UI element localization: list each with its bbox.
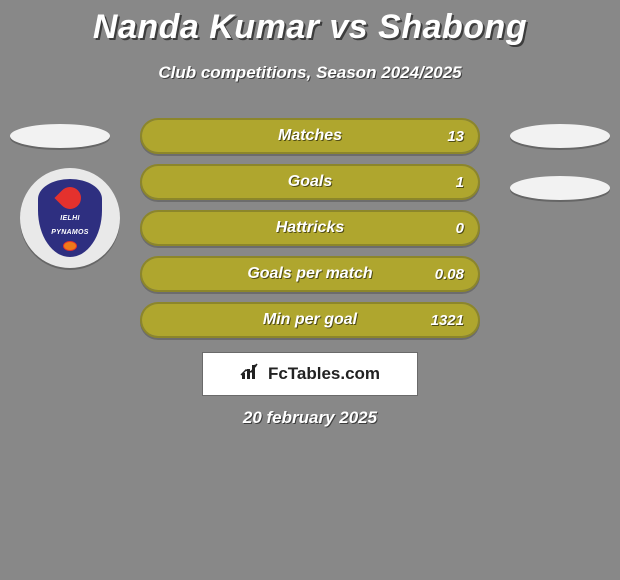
stat-row: Goals per match0.08 xyxy=(140,256,480,292)
stat-row: Min per goal1321 xyxy=(140,302,480,338)
brand-text: FcTables.com xyxy=(268,364,380,384)
player-slot-left-1 xyxy=(10,124,110,148)
club-name-line2: PYNAMOS xyxy=(51,229,89,237)
stat-rows: Matches13 Goals1 Hattricks0 Goals per match… xyxy=(140,118,480,348)
player-slot-right-2 xyxy=(510,176,610,200)
stat-row: Hattricks0 xyxy=(140,210,480,246)
brand-box: FcTables.com xyxy=(202,352,418,396)
date-text: 20 february 2025 xyxy=(0,408,620,428)
stat-fill xyxy=(142,166,478,198)
infographic-card: Nanda Kumar vs Shabong Club competitions… xyxy=(0,0,620,580)
stat-fill xyxy=(142,212,478,244)
player-slot-right-1 xyxy=(510,124,610,148)
stat-fill xyxy=(142,304,478,336)
stat-row: Goals1 xyxy=(140,164,480,200)
badge-dot-icon xyxy=(63,241,77,251)
stat-fill xyxy=(142,120,478,152)
bar-chart-icon xyxy=(240,363,262,386)
club-badge: IELHI PYNAMOS xyxy=(20,168,120,268)
flame-icon xyxy=(54,182,85,213)
stat-row: Matches13 xyxy=(140,118,480,154)
club-shield: IELHI PYNAMOS xyxy=(38,179,102,257)
club-name-line1: IELHI xyxy=(60,215,79,223)
stat-fill xyxy=(142,258,478,290)
page-title: Nanda Kumar vs Shabong xyxy=(0,0,620,47)
subtitle: Club competitions, Season 2024/2025 xyxy=(0,63,620,83)
